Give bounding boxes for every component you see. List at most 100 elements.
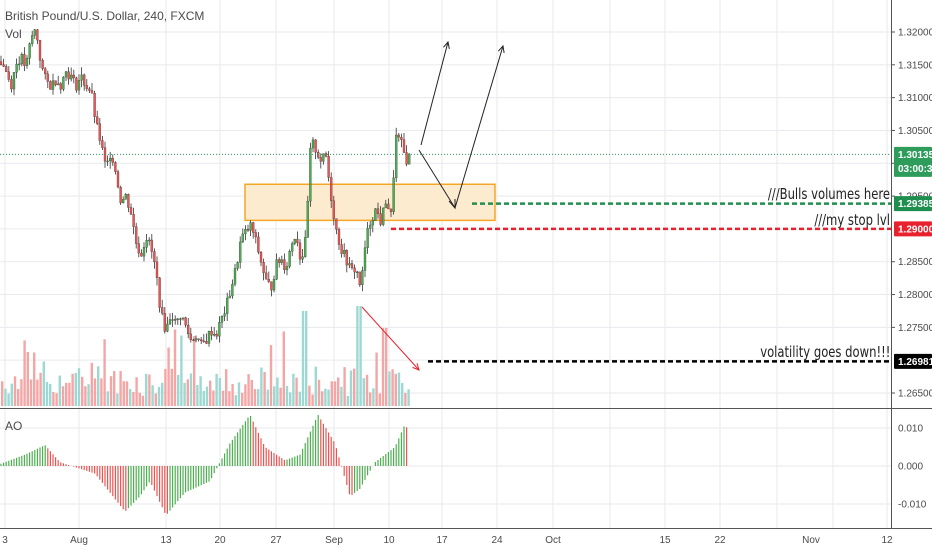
volume-bar [173,329,177,406]
volume-bar [279,387,282,406]
candle-body [218,322,221,337]
volume-bar [250,379,253,406]
price-badge-label: 1.29000 [898,224,932,235]
candle-body [389,208,393,212]
candle-body [371,220,374,226]
price-badge-label: 1.30135 [898,150,932,161]
candle-body [25,58,29,66]
volume-bar [42,361,45,406]
candle-body [387,203,390,210]
candle-body [210,331,213,336]
volume-bar [186,379,189,406]
candle-body [267,279,270,282]
volume-bar [202,390,205,406]
candle-body [405,152,408,165]
volume-bar [93,378,97,406]
volume-bar [234,395,237,406]
candle-body [57,83,60,86]
volume-bar [244,384,247,406]
volume-bar [45,381,49,406]
price-badges: 1.30135 03:00:37 1.29385 1.29000 1.26981 [894,146,932,369]
candle-body [337,229,341,245]
volume-bar [74,373,77,406]
volume-bar [148,374,151,406]
candle-body [397,134,400,138]
volume-bar [23,340,26,406]
volume-bar [215,373,218,406]
volume-bar [349,370,353,406]
candle-body [23,54,26,66]
volume-bars [1,306,410,406]
candle-body [140,252,143,257]
volatility-arrow [361,306,420,371]
candle-body [7,71,10,80]
time-tick-label: 17 [436,535,448,546]
candle-body [129,207,133,215]
volume-bar [407,389,410,406]
candle-body [400,136,403,140]
time-tick-label: 27 [270,535,282,546]
candle-body [166,323,169,332]
volume-bar [394,373,397,406]
countdown-label: 03:00:37 [898,164,932,175]
candle-body [75,77,78,91]
volume-bar [209,380,212,406]
candle-body [51,80,55,90]
volume-bar [7,393,10,406]
volume-bar [29,379,33,406]
volume-bar [276,377,279,406]
candle-body [306,200,309,238]
volume-bar [324,388,327,406]
candle-body [309,147,312,202]
price-tick-label: 1.28500 [898,257,932,268]
volume-bar [295,377,298,406]
volume-bar [196,384,199,406]
candle-body [106,160,109,163]
candle-body [358,271,361,286]
candle-body [379,213,382,225]
candle-body [275,259,278,280]
candle-body [293,238,296,244]
volume-bar [199,376,202,406]
candle-body [28,43,31,59]
candle-body [31,35,34,44]
candle-body [93,93,96,117]
volume-bar [388,371,391,406]
candle-body [88,88,91,91]
volume-bar [20,379,23,406]
volume-bar [39,372,42,406]
volume-bar [333,381,337,406]
volume-bar [116,393,119,406]
volume-bar [375,352,378,406]
candle-body [155,261,159,278]
volume-bar [356,306,359,406]
volume-bar [100,378,103,406]
candle-body [392,177,395,212]
support-zone-box [244,183,496,222]
candle-body [70,74,73,80]
volume-bar [289,392,292,406]
volume-bar [109,376,113,406]
volume-bar [343,367,346,406]
candle-body [382,207,385,225]
volume-bar [314,366,317,406]
bulls-annotation: ///Bulls volumes here [767,185,890,203]
volume-bar [183,382,186,406]
candle-body [361,270,364,286]
candle-body [226,297,229,314]
price-badge [894,221,932,237]
volume-bar [381,328,385,406]
candle-body [0,61,3,65]
candle-body [142,247,146,257]
candle-body [231,283,234,297]
candle-body [41,60,44,69]
candle-body [322,153,325,162]
volatility-annotation: volatility goes down!!! [759,343,890,361]
candle-body [207,331,211,344]
candle-body [158,277,161,308]
volume-bar [1,381,4,406]
candle-body [259,252,263,263]
grid-layer [0,0,891,528]
candle-body [122,199,125,203]
